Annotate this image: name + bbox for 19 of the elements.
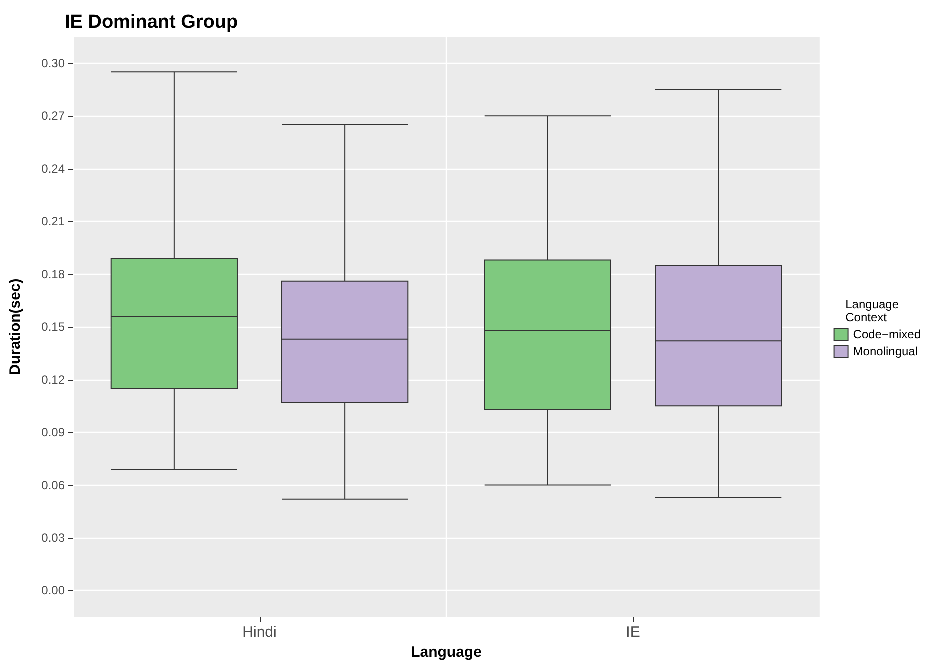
- y-tick-label: 0.09: [42, 426, 66, 440]
- y-axis-title: Duration(sec): [7, 278, 24, 376]
- legend-title: Language Context: [846, 298, 900, 324]
- y-tick-label: 0.27: [42, 109, 66, 124]
- y-tick-label: 0.18: [42, 267, 66, 282]
- x-axis-title: Language: [411, 644, 482, 661]
- y-tick-label: 0.24: [42, 162, 66, 176]
- legend-label: Code−mixed: [853, 328, 922, 342]
- y-tick-label: 0.15: [42, 320, 66, 334]
- chart-title: IE Dominant Group: [65, 12, 238, 33]
- x-tick-label: Hindi: [242, 624, 277, 642]
- y-tick-label: 0.06: [42, 478, 66, 492]
- y-tick-label: 0.03: [42, 530, 66, 545]
- y-tick-label: 0.12: [42, 372, 66, 387]
- y-tick-label: 0.21: [42, 214, 66, 229]
- legend-label: Monolingual: [853, 344, 918, 358]
- y-tick-label: 0.30: [42, 56, 66, 70]
- x-tick-label: IE: [626, 624, 640, 642]
- y-tick-label: 0.00: [42, 584, 66, 598]
